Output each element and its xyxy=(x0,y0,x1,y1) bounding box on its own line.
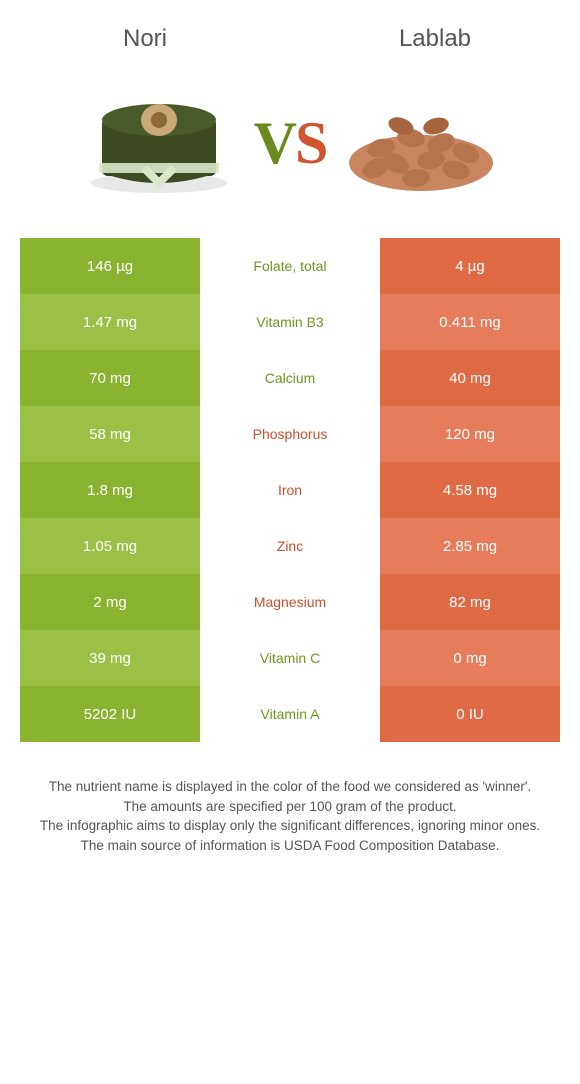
nutrient-name: Iron xyxy=(200,462,380,518)
table-row: 2 mgMagnesium82 mg xyxy=(20,574,560,630)
right-value: 2.85 mg xyxy=(380,518,560,574)
vs-label: VS xyxy=(254,109,327,178)
right-value: 120 mg xyxy=(380,406,560,462)
title-row: Nori Lablab xyxy=(0,0,580,73)
table-row: 1.47 mgVitamin B30.411 mg xyxy=(20,294,560,350)
vs-v-letter: V xyxy=(254,110,295,176)
nutrient-name: Phosphorus xyxy=(200,406,380,462)
nutrient-name: Vitamin B3 xyxy=(200,294,380,350)
nutrient-table: 146 µgFolate, total4 µg1.47 mgVitamin B3… xyxy=(20,238,560,742)
left-value: 58 mg xyxy=(20,406,200,462)
left-value: 2 mg xyxy=(20,574,200,630)
infographic-container: Nori Lablab VS xyxy=(0,0,580,855)
table-row: 58 mgPhosphorus120 mg xyxy=(20,406,560,462)
right-value: 40 mg xyxy=(380,350,560,406)
footer-line: The main source of information is USDA F… xyxy=(20,836,560,856)
left-value: 39 mg xyxy=(20,630,200,686)
footer-line: The infographic aims to display only the… xyxy=(20,816,560,836)
left-value: 1.8 mg xyxy=(20,462,200,518)
lablab-image xyxy=(341,83,501,203)
table-row: 146 µgFolate, total4 µg xyxy=(20,238,560,294)
right-value: 82 mg xyxy=(380,574,560,630)
footer-notes: The nutrient name is displayed in the co… xyxy=(0,742,580,855)
nutrient-name: Zinc xyxy=(200,518,380,574)
table-row: 5202 IUVitamin A0 IU xyxy=(20,686,560,742)
left-value: 146 µg xyxy=(20,238,200,294)
right-value: 4.58 mg xyxy=(380,462,560,518)
right-value: 0.411 mg xyxy=(380,294,560,350)
nutrient-name: Folate, total xyxy=(200,238,380,294)
nutrient-name: Magnesium xyxy=(200,574,380,630)
footer-line: The amounts are specified per 100 gram o… xyxy=(20,797,560,817)
vs-row: VS xyxy=(0,73,580,238)
right-value: 0 mg xyxy=(380,630,560,686)
left-food-title: Nori xyxy=(29,25,261,53)
nutrient-name: Vitamin C xyxy=(200,630,380,686)
nori-image xyxy=(79,83,239,203)
nutrient-name: Calcium xyxy=(200,350,380,406)
left-value: 1.47 mg xyxy=(20,294,200,350)
right-value: 0 IU xyxy=(380,686,560,742)
table-row: 1.05 mgZinc2.85 mg xyxy=(20,518,560,574)
table-row: 1.8 mgIron4.58 mg xyxy=(20,462,560,518)
table-row: 70 mgCalcium40 mg xyxy=(20,350,560,406)
left-value: 1.05 mg xyxy=(20,518,200,574)
table-row: 39 mgVitamin C0 mg xyxy=(20,630,560,686)
footer-line: The nutrient name is displayed in the co… xyxy=(20,777,560,797)
vs-s-letter: S xyxy=(295,110,326,176)
right-food-title: Lablab xyxy=(319,25,551,53)
right-value: 4 µg xyxy=(380,238,560,294)
left-value: 5202 IU xyxy=(20,686,200,742)
left-value: 70 mg xyxy=(20,350,200,406)
nutrient-name: Vitamin A xyxy=(200,686,380,742)
